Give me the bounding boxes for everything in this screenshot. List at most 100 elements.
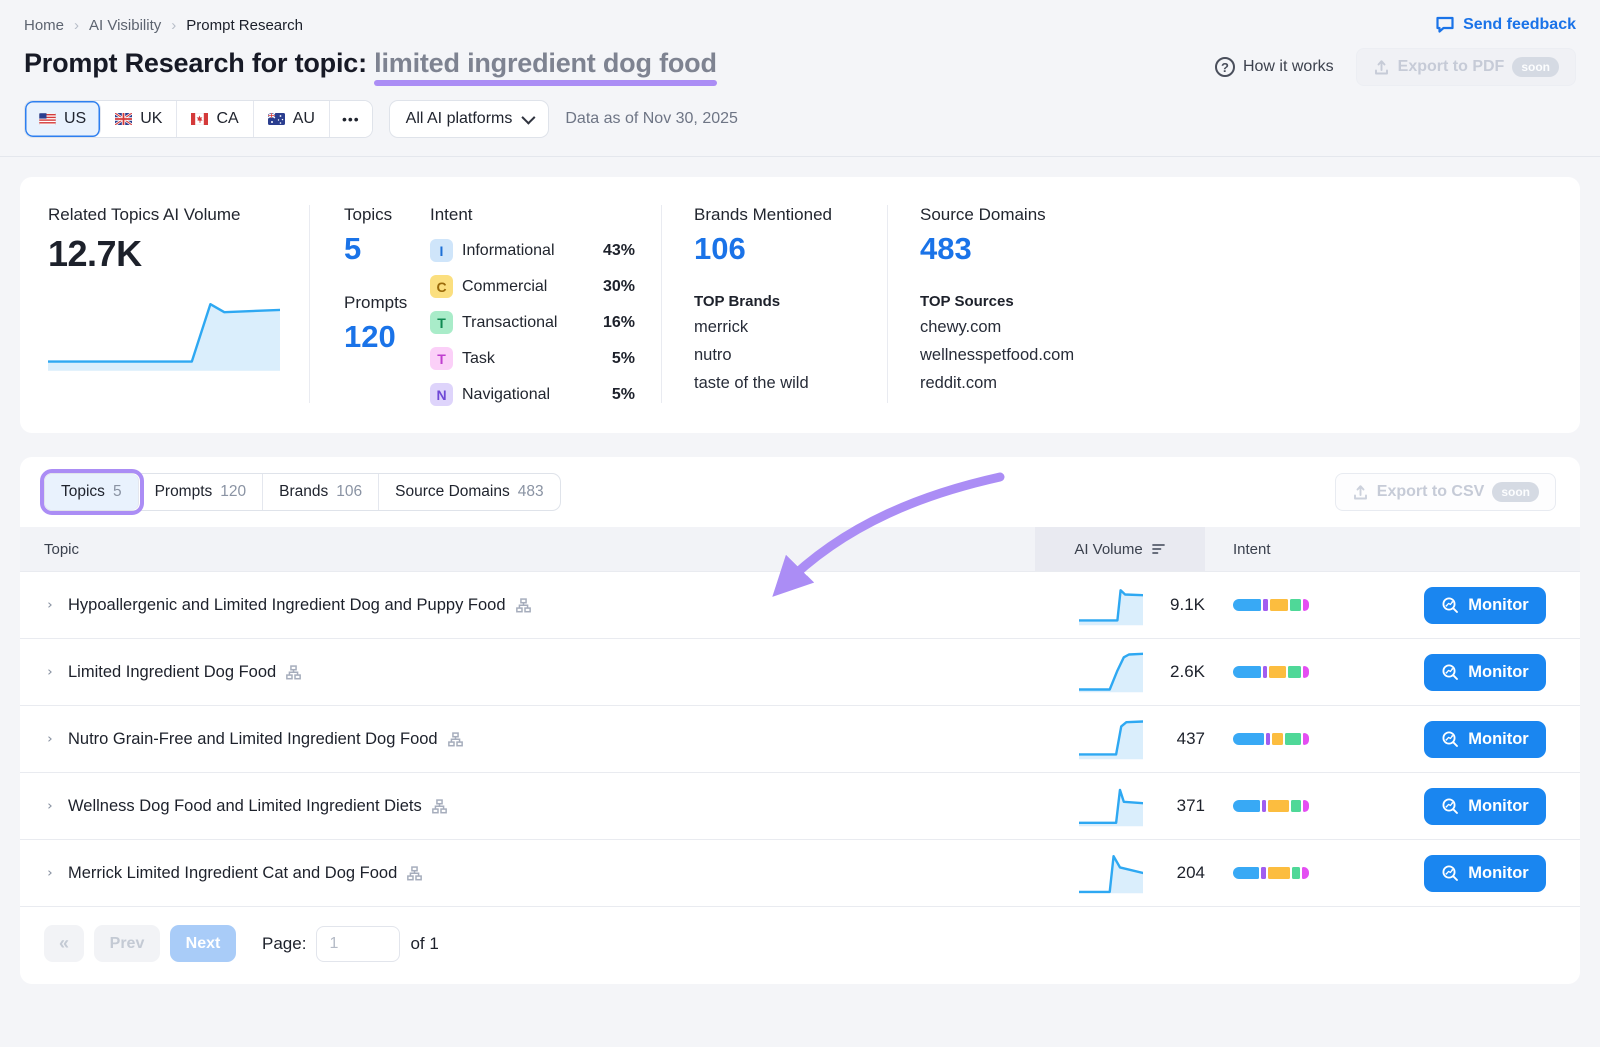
ai-platforms-label: All AI platforms [405,110,513,127]
page-title: Prompt Research for topic: limited ingre… [24,48,717,86]
page-of-label: of 1 [410,933,439,953]
ai-volume-value: 204 [1176,863,1205,882]
export-to-pdf-button[interactable]: Export to PDF soon [1355,48,1576,86]
intent-item-label: Informational [462,241,555,259]
breadcrumb: Home › AI Visibility › Prompt Research [24,17,303,34]
tab-brands[interactable]: Brands 106 [263,474,380,510]
breadcrumb-home[interactable]: Home [24,16,65,34]
country-tab-au[interactable]: AU [253,101,330,137]
breadcrumb-prompt-research: Prompt Research [186,16,303,34]
volume-sparkline [1079,785,1143,827]
country-tab-us[interactable]: US [25,101,102,137]
intent-item-label: Task [462,349,495,367]
column-header-ai-volume[interactable]: AI Volume [1035,527,1205,571]
volume-sparkline [1079,584,1143,626]
tab-label: Brands [279,483,329,500]
expand-chevron-icon[interactable] [20,866,54,880]
first-page-button[interactable]: « [44,925,84,962]
page-label: Page: [262,933,307,953]
export-to-pdf-label: Export to PDF [1397,58,1505,75]
monitor-label: Monitor [1468,662,1529,681]
breadcrumb-ai-visibility[interactable]: AI Visibility [89,16,162,34]
page-title-prefix: Prompt Research for topic: [24,48,375,78]
send-feedback-label: Send feedback [1463,16,1576,33]
intent-item-pct: 16% [602,313,635,331]
ai-volume-header-label: AI Volume [1074,540,1143,558]
column-header-intent: Intent [1233,540,1271,558]
sort-descending-icon [1151,544,1165,554]
monitor-magnifier-icon [1442,664,1459,680]
tab-label: Source Domains [395,483,510,500]
uk-flag-icon [115,113,133,125]
country-label: AU [292,110,315,127]
expand-chevron-icon[interactable] [20,598,54,612]
export-to-csv-button[interactable]: Export to CSV soon [1334,473,1556,511]
top-sources-label: TOP Sources [920,293,1014,310]
table-row: Merrick Limited Ingredient Cat and Dog F… [20,839,1580,906]
how-it-works-link[interactable]: ? How it works [1214,57,1334,77]
top-brand-item: merrick [694,318,749,336]
topic-cluster-icon [515,597,531,612]
tab-prompts[interactable]: Prompts 120 [139,474,264,510]
topic-cluster-icon [447,731,463,746]
source-domains-block: Source Domains 483 TOP Sources chewy.com… [888,205,1552,403]
country-tabs: US UK CA AU ••• [24,100,373,138]
sources-value: 483 [920,231,972,266]
monitor-magnifier-icon [1442,865,1459,881]
tab-label: Topics [61,483,105,500]
topic-link[interactable]: Limited Ingredient Dog Food [68,662,277,681]
send-feedback-link[interactable]: Send feedback [1435,16,1576,34]
us-flag-icon [39,113,56,125]
monitor-button[interactable]: Monitor [1424,787,1546,825]
related-volume-label: Related Topics AI Volume [48,205,241,224]
intent-item-navigational: N Navigational 5% [430,383,635,406]
next-page-button[interactable]: Next [170,925,236,962]
intent-item-informational: I Informational 43% [430,239,635,262]
topic-link[interactable]: Hypoallergenic and Limited Ingredient Do… [68,595,506,614]
top-source-item: reddit.com [920,374,998,392]
monitor-magnifier-icon [1442,597,1459,613]
results-card: Topics 5 Prompts 120 Brands 106 Source D… [20,457,1580,984]
intent-badge-task: T [430,347,453,370]
related-volume-value: 12.7K [48,233,142,274]
country-label: US [64,110,87,127]
chevron-down-icon [521,110,536,125]
table-row: Limited Ingredient Dog Food 2.6K Monitor [20,638,1580,705]
related-volume-sparkline [48,295,280,373]
topics-prompts-block: Topics 5 Prompts 120 [310,205,430,403]
monitor-button[interactable]: Monitor [1424,720,1546,758]
table-header: Topic AI Volume Intent [20,527,1580,571]
country-tab-uk[interactable]: UK [101,101,178,137]
soon-badge: soon [1492,482,1539,502]
country-tab-ca[interactable]: CA [177,101,254,137]
topic-link[interactable]: Nutro Grain-Free and Limited Ingredient … [68,729,438,748]
topic-link[interactable]: Merrick Limited Ingredient Cat and Dog F… [68,863,398,882]
data-as-of-label: Data as of Nov 30, 2025 [565,110,738,127]
more-countries-button[interactable]: ••• [329,101,372,137]
tab-source-domains[interactable]: Source Domains 483 [379,474,559,510]
export-to-csv-label: Export to CSV [1376,483,1485,500]
monitor-button[interactable]: Monitor [1424,653,1546,691]
intent-block: Intent I Informational 43% C Commercial … [430,205,662,406]
monitor-button[interactable]: Monitor [1424,854,1546,892]
topic-link[interactable]: Wellness Dog Food and Limited Ingredient… [68,796,422,815]
soon-badge: soon [1512,57,1559,77]
intent-item-pct: 5% [611,349,635,367]
intent-item-label: Transactional [462,313,558,331]
prev-page-button[interactable]: Prev [94,925,160,962]
expand-chevron-icon[interactable] [20,732,54,746]
intent-badge-commercial: C [430,275,453,298]
breadcrumb-chevron-icon: › [74,16,80,34]
topics-value: 5 [344,231,362,266]
question-circle-icon: ? [1214,57,1235,77]
page-number-input[interactable] [316,925,401,962]
ai-platforms-dropdown[interactable]: All AI platforms [388,100,550,138]
monitor-button[interactable]: Monitor [1424,586,1546,624]
tab-topics[interactable]: Topics 5 [40,469,144,515]
table-row: Wellness Dog Food and Limited Ingredient… [20,772,1580,839]
expand-chevron-icon[interactable] [20,799,54,813]
expand-chevron-icon[interactable] [20,665,54,679]
intent-distribution-bar [1233,599,1310,611]
intent-item-task: T Task 5% [430,347,635,370]
